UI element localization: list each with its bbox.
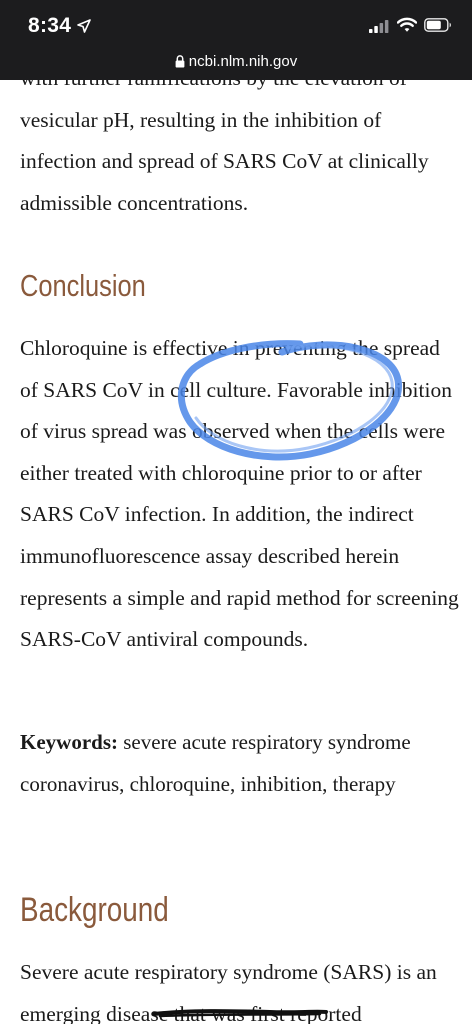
- address-bar[interactable]: ncbi.nlm.nih.gov: [0, 50, 472, 74]
- status-time: 8:34: [28, 14, 72, 37]
- keywords-paragraph: Keywords: severe acute respiratory syndr…: [20, 722, 460, 805]
- wifi-icon: [397, 17, 417, 32]
- lock-icon: [175, 55, 185, 68]
- keywords-label: Keywords:: [20, 730, 118, 754]
- address-bar-url[interactable]: ncbi.nlm.nih.gov: [188, 53, 298, 70]
- battery-icon: [424, 18, 452, 32]
- conclusion-heading: Conclusion: [20, 268, 146, 303]
- keywords-list[interactable]: severe acute respiratory syndrome corona…: [20, 730, 411, 796]
- conclusion-paragraph: Chloroquine is effective in preventing t…: [20, 336, 459, 652]
- status-bar: 8:34 ncbi.nlm.nih.gov: [0, 0, 472, 80]
- cellular-signal-icon: [369, 20, 389, 33]
- intro-paragraph: with further ramifications by the elevat…: [20, 66, 429, 215]
- background-paragraph: Severe acute respiratory syndrome (SARS)…: [20, 960, 437, 1024]
- background-heading: Background: [20, 891, 169, 929]
- location-arrow-icon: [77, 19, 91, 33]
